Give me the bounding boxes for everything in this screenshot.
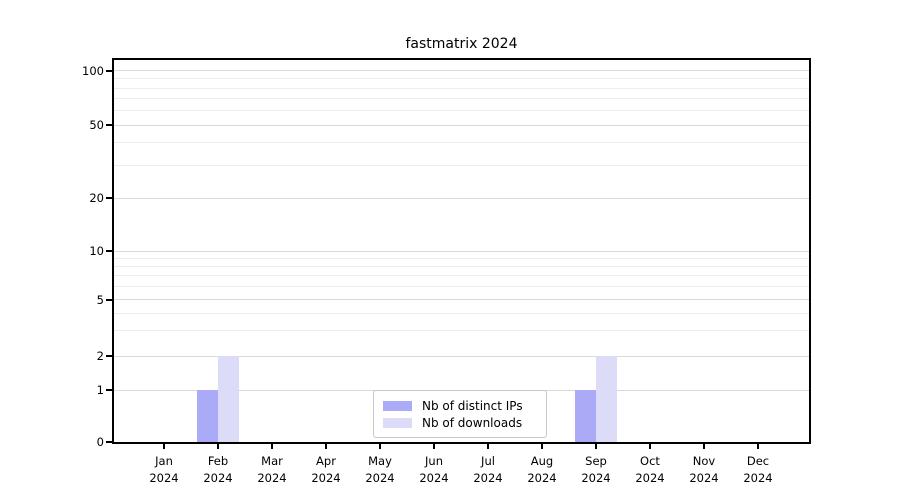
x-tick-mark: [703, 444, 705, 449]
bar-nb-of-downloads: [218, 356, 239, 442]
x-tick-month: Dec: [746, 454, 770, 468]
x-tick-mark: [541, 444, 543, 449]
y-tick-mark: [106, 124, 112, 126]
x-tick-label: Mar 2024: [245, 453, 299, 486]
x-tick-month: Sep: [585, 454, 607, 468]
x-tick-mark: [595, 444, 597, 449]
x-tick-label: Sep 2024: [569, 453, 623, 486]
legend: Nb of distinct IPs Nb of downloads: [373, 390, 547, 438]
x-tick-mark: [379, 444, 381, 449]
bar-nb-of-downloads: [596, 356, 617, 442]
y-tick-mark: [106, 389, 112, 391]
x-tick-month: May: [368, 454, 392, 468]
x-tick-label: Feb 2024: [191, 453, 245, 486]
y-tick-mark: [106, 441, 112, 443]
y-tick-mark: [106, 69, 112, 72]
x-tick-label: Apr 2024: [299, 453, 353, 486]
y-grid-major: [114, 70, 809, 71]
y-tick-mark: [106, 250, 112, 252]
x-tick-month: Aug: [530, 454, 554, 468]
y-grid-minor: [114, 330, 809, 332]
x-tick-label: Aug 2024: [515, 453, 569, 486]
x-tick-label: Nov 2024: [677, 453, 731, 486]
x-tick-year: 2024: [743, 470, 773, 485]
x-tick-mark: [325, 444, 327, 449]
y-tick-label: 2: [96, 349, 104, 363]
x-tick-month: Nov: [692, 454, 716, 468]
x-tick-year: 2024: [581, 470, 611, 485]
y-grid-minor: [114, 275, 809, 277]
y-grid-minor: [114, 286, 809, 288]
x-tick-mark: [487, 444, 489, 449]
x-tick-month: Apr: [316, 454, 336, 468]
x-tick-mark: [217, 444, 219, 449]
chart-title: fastmatrix 2024: [405, 36, 518, 52]
y-grid-minor: [114, 266, 809, 268]
x-tick-label: May 2024: [353, 453, 407, 486]
legend-swatch-distinct-ips: [383, 400, 412, 411]
y-tick-mark: [106, 355, 112, 357]
x-tick-month: Feb: [207, 454, 229, 468]
y-grid-minor: [114, 110, 809, 112]
y-grid-minor: [114, 165, 809, 167]
y-tick-label: 100: [82, 63, 104, 78]
x-tick-year: 2024: [689, 470, 719, 485]
y-grid-major: [114, 197, 809, 199]
x-tick-mark: [757, 444, 759, 449]
x-tick-label: Jul 2024: [461, 453, 515, 486]
y-tick-label: 10: [89, 244, 104, 258]
y-grid-major: [114, 124, 809, 126]
x-tick-year: 2024: [311, 470, 341, 485]
x-tick-label: Oct 2024: [623, 453, 677, 486]
x-tick-year: 2024: [419, 470, 449, 485]
x-tick-label: Jan 2024: [137, 453, 191, 486]
y-grid-major: [114, 299, 809, 300]
y-grid-major: [114, 250, 809, 252]
y-tick-label: 5: [96, 292, 104, 307]
legend-label-downloads: Nb of downloads: [422, 415, 523, 430]
y-tick-mark: [106, 298, 112, 301]
y-tick-label: 0: [96, 435, 104, 449]
legend-item-downloads: Nb of downloads: [383, 414, 537, 431]
y-grid-minor: [114, 142, 809, 144]
x-tick-year: 2024: [473, 470, 503, 485]
y-grid-minor: [114, 257, 809, 259]
y-tick-label: 50: [89, 118, 104, 132]
bar-nb-of-distinct-ips: [575, 390, 596, 442]
x-tick-mark: [271, 444, 273, 449]
x-tick-year: 2024: [365, 470, 395, 485]
x-tick-month: Oct: [640, 454, 660, 468]
x-tick-year: 2024: [527, 470, 557, 485]
x-tick-month: Jun: [425, 454, 443, 468]
x-tick-month: Jan: [155, 454, 173, 468]
x-tick-month: Mar: [261, 454, 283, 468]
y-grid-minor: [114, 98, 809, 100]
x-tick-mark: [649, 444, 651, 449]
x-tick-year: 2024: [257, 470, 287, 485]
bar-nb-of-distinct-ips: [197, 390, 218, 442]
x-tick-year: 2024: [635, 470, 665, 485]
y-grid-minor: [114, 312, 809, 314]
x-tick-year: 2024: [203, 470, 233, 485]
x-tick-mark: [163, 444, 165, 449]
x-tick-label: Jun 2024: [407, 453, 461, 486]
legend-item-distinct-ips: Nb of distinct IPs: [383, 397, 537, 414]
x-tick-month: Jul: [481, 454, 495, 468]
y-tick-label: 20: [89, 191, 104, 205]
y-grid-minor: [114, 87, 809, 89]
y-tick-label: 1: [96, 383, 104, 397]
y-tick-mark: [106, 197, 112, 199]
x-tick-label: Dec 2024: [731, 453, 785, 486]
x-tick-mark: [433, 444, 435, 449]
legend-swatch-downloads: [383, 417, 412, 428]
y-grid-minor: [114, 78, 809, 80]
y-grid-major: [114, 355, 809, 357]
legend-label-distinct-ips: Nb of distinct IPs: [422, 398, 523, 413]
x-tick-year: 2024: [149, 470, 179, 485]
